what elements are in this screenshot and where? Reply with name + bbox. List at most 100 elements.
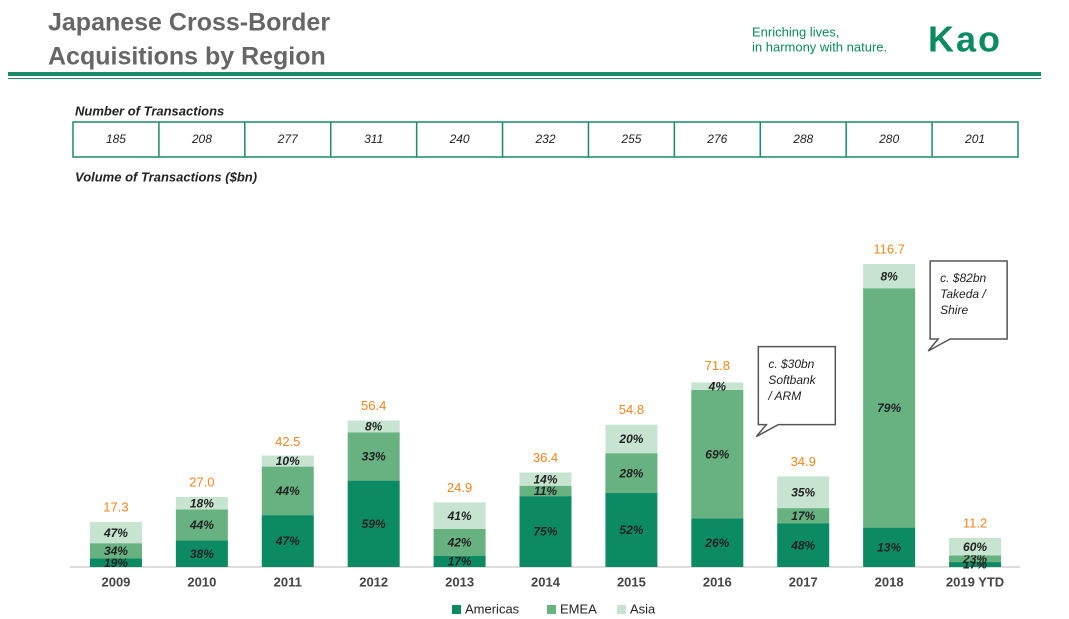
- segment-label: 75%: [533, 525, 557, 539]
- segment-label: 79%: [877, 401, 901, 415]
- tagline: Enriching lives,: [752, 24, 839, 39]
- legend-swatch: [452, 605, 461, 614]
- title: Japanese Cross-Border: [48, 9, 330, 37]
- bar-segment: [433, 556, 486, 567]
- bar-segment: [863, 264, 916, 289]
- table-cell: 288: [792, 132, 813, 146]
- segment-label: 14%: [533, 472, 557, 486]
- table-label: Number of Transactions: [75, 103, 224, 118]
- bar-segment: [777, 508, 830, 524]
- segment-label: 42%: [447, 536, 472, 550]
- segment-label: 52%: [619, 523, 643, 537]
- table-cell: 201: [964, 132, 985, 146]
- x-tick-label: 2018: [875, 574, 904, 589]
- legend-swatch: [547, 605, 556, 614]
- table-cell: 276: [706, 132, 727, 146]
- segment-label: 11%: [534, 484, 557, 498]
- bar-segment: [89, 558, 142, 567]
- x-tick-label: 2014: [531, 574, 561, 589]
- segment-label: 44%: [189, 518, 214, 532]
- segment-label: 26%: [704, 536, 729, 550]
- header-rule: [8, 72, 1041, 76]
- segment-label: 18%: [190, 496, 214, 510]
- header-rule: [8, 78, 1041, 79]
- bar-segment: [519, 496, 572, 567]
- bar-segment: [949, 555, 1002, 563]
- callout-text: Takeda /: [940, 287, 987, 301]
- total-label: 36.4: [533, 450, 558, 465]
- total-label: 24.9: [447, 480, 472, 495]
- segment-label: 48%: [790, 538, 815, 552]
- legend-swatch: [617, 605, 626, 614]
- total-label: 27.0: [189, 474, 214, 489]
- bar-segment: [433, 502, 486, 529]
- total-label: 116.7: [873, 241, 905, 256]
- bar-segment: [691, 382, 744, 390]
- bar-segment: [519, 472, 572, 486]
- x-tick-label: 2010: [187, 574, 216, 589]
- bar-segment: [175, 496, 228, 510]
- segment-label: 8%: [365, 420, 383, 434]
- bar-segment: [949, 537, 1002, 556]
- bar-segment: [691, 389, 744, 519]
- table-cell: 311: [364, 132, 383, 146]
- segment-label: 4%: [708, 379, 727, 393]
- total-label: 56.4: [361, 398, 386, 413]
- segment-label: 19%: [104, 556, 128, 570]
- segment-label: 35%: [791, 485, 815, 499]
- bar-segment: [89, 522, 142, 544]
- callout-text: / ARM: [767, 389, 801, 403]
- bar-segment: [261, 455, 314, 467]
- total-label: 71.8: [705, 358, 730, 373]
- subtitle: Volume of Transactions ($bn): [75, 169, 257, 184]
- table-cell: 280: [878, 132, 899, 146]
- bar-segment: [175, 540, 228, 567]
- total-label: 11.2: [963, 515, 987, 530]
- table-cell: 232: [534, 132, 555, 146]
- bar-segment: [777, 523, 830, 567]
- bar-segment: [863, 527, 916, 567]
- bar-segment: [605, 453, 658, 494]
- segment-label: 17%: [448, 555, 472, 569]
- tagline: in harmony with nature.: [752, 39, 887, 54]
- bar-segment: [519, 485, 572, 497]
- title: Acquisitions by Region: [48, 43, 326, 71]
- segment-label: 59%: [362, 517, 386, 531]
- table-cell: 240: [449, 132, 470, 146]
- callout-text: Shire: [940, 303, 968, 317]
- x-tick-label: 2009: [101, 574, 130, 589]
- segment-label: 13%: [877, 540, 901, 554]
- bar-segment: [89, 543, 142, 559]
- segment-label: 28%: [618, 466, 643, 480]
- segment-label: 23%: [962, 552, 987, 566]
- x-tick-label: 2013: [445, 574, 474, 589]
- total-label: 54.8: [619, 402, 644, 417]
- bar-segment: [949, 562, 1002, 567]
- total-label: 42.5: [275, 434, 300, 449]
- table-cell: 277: [277, 132, 299, 146]
- bar-segment: [175, 509, 228, 541]
- segment-label: 47%: [275, 534, 300, 548]
- segment-label: 60%: [963, 540, 987, 554]
- x-tick-label: 2011: [274, 574, 302, 589]
- callout-text: c. $30bn: [768, 357, 814, 371]
- segment-label: 47%: [103, 526, 128, 540]
- legend-label: Asia: [630, 601, 656, 616]
- bar-segment: [605, 493, 658, 567]
- x-tick-label: 2012: [359, 574, 388, 589]
- callout-box: [927, 260, 1008, 352]
- bar-segment: [605, 424, 658, 454]
- bar-segment: [261, 515, 314, 567]
- x-tick-label: 2017: [789, 574, 818, 589]
- logo: Kao: [928, 19, 1002, 60]
- table-frame: [72, 121, 1019, 158]
- callout-text: Softbank: [768, 373, 816, 387]
- segment-label: 38%: [190, 547, 214, 561]
- bar-segment: [347, 432, 400, 481]
- callout-text: c. $82bn: [940, 271, 986, 285]
- legend-label: EMEA: [560, 601, 597, 616]
- bar-segment: [777, 476, 830, 509]
- segment-label: 17%: [791, 509, 815, 523]
- table-cell: 185: [106, 132, 126, 146]
